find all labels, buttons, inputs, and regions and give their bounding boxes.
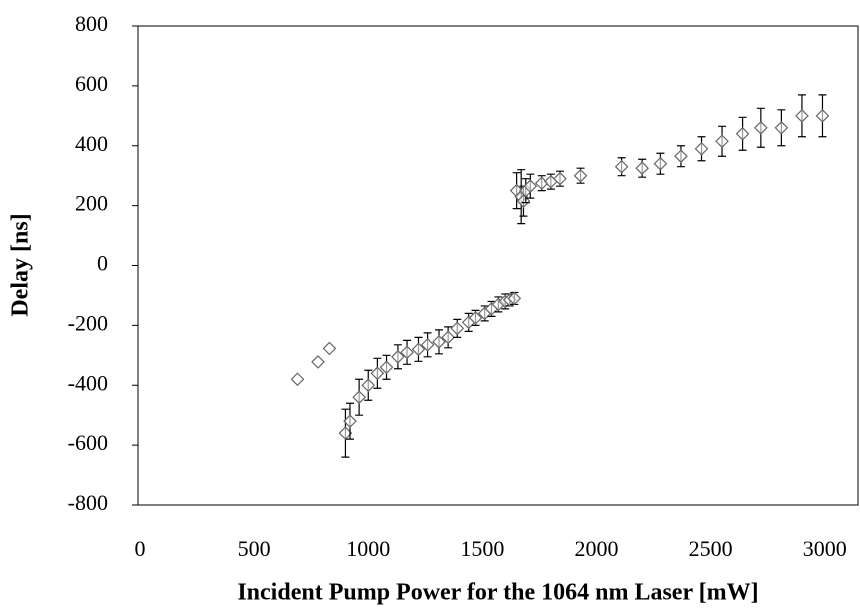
marker bbox=[391, 349, 405, 364]
marker bbox=[379, 360, 394, 375]
marker bbox=[715, 134, 729, 149]
marker bbox=[523, 179, 538, 194]
plot-frame bbox=[137, 25, 859, 506]
marker bbox=[468, 311, 483, 325]
marker bbox=[370, 366, 385, 381]
x-tick-label: 1500 bbox=[460, 536, 504, 561]
marker bbox=[815, 108, 830, 123]
marker bbox=[795, 108, 809, 123]
y-tick-label: 0 bbox=[97, 251, 108, 276]
marker bbox=[553, 171, 567, 186]
marker bbox=[735, 126, 750, 141]
marker bbox=[290, 372, 305, 387]
y-tick-label: -200 bbox=[68, 310, 108, 335]
marker bbox=[311, 355, 325, 369]
marker bbox=[400, 345, 414, 360]
x-tick-label: 0 bbox=[135, 536, 146, 561]
marker bbox=[635, 161, 650, 176]
y-tick-label: -600 bbox=[68, 430, 108, 455]
y-tick-label: 200 bbox=[75, 191, 108, 216]
marker bbox=[573, 168, 588, 183]
marker bbox=[694, 141, 709, 156]
y-tick-label: -800 bbox=[68, 490, 108, 515]
y-tick-label: 400 bbox=[75, 131, 108, 156]
marker bbox=[352, 390, 366, 405]
marker bbox=[507, 291, 522, 306]
marker bbox=[411, 342, 426, 357]
marker bbox=[674, 149, 688, 164]
marker bbox=[774, 120, 789, 135]
marker bbox=[420, 337, 435, 352]
marker bbox=[361, 378, 376, 393]
marker bbox=[441, 330, 455, 345]
y-tick-label: 600 bbox=[75, 71, 108, 96]
marker bbox=[432, 334, 446, 349]
x-tick-label: 500 bbox=[238, 536, 271, 561]
marker bbox=[614, 159, 629, 174]
y-axis-title: Delay [ns] bbox=[8, 213, 34, 316]
marker bbox=[450, 321, 465, 336]
x-tick-label: 3000 bbox=[803, 536, 847, 561]
x-tick-label: 1000 bbox=[346, 536, 390, 561]
marker bbox=[653, 156, 668, 171]
y-tick-label: -400 bbox=[68, 370, 108, 395]
y-tick-label: 800 bbox=[75, 11, 108, 36]
marker bbox=[322, 341, 337, 356]
marker bbox=[754, 120, 768, 135]
x-tick-label: 2500 bbox=[689, 536, 733, 561]
x-axis-title: Incident Pump Power for the 1064 nm Lase… bbox=[237, 580, 758, 606]
x-tick-label: 2000 bbox=[575, 536, 619, 561]
marker bbox=[343, 414, 357, 429]
marker bbox=[516, 194, 531, 208]
